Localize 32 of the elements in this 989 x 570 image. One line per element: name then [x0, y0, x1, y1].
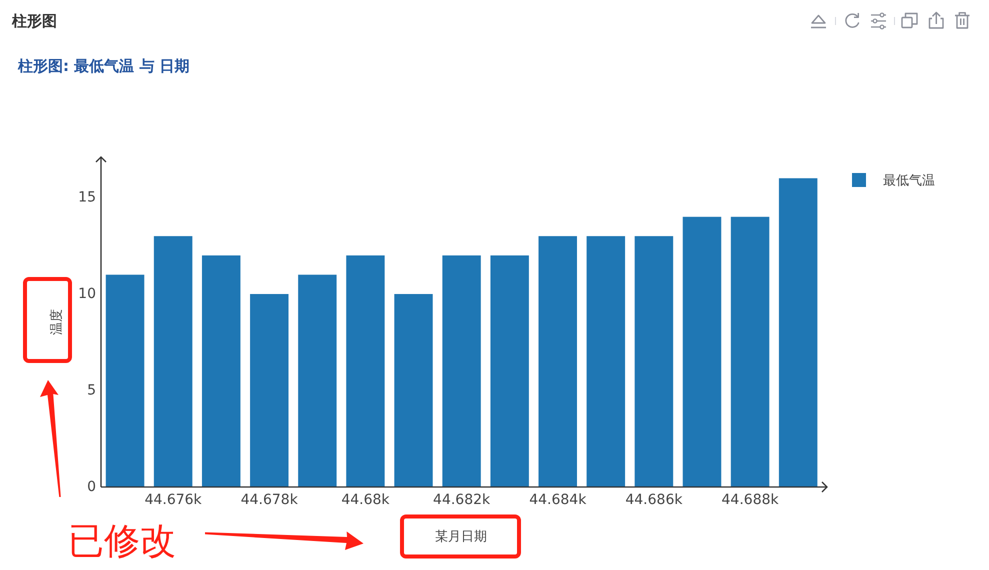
- bar: [106, 274, 144, 487]
- x-tick-label: 44.68k: [341, 492, 390, 508]
- y-tick-label: 0: [87, 479, 96, 495]
- text: 已修改: [68, 521, 176, 562]
- bar: [634, 236, 674, 487]
- chart-title: 柱形图: [11, 12, 57, 30]
- bar: [682, 216, 722, 487]
- bar: [250, 294, 289, 487]
- bar: [442, 255, 481, 487]
- bar: [586, 236, 626, 487]
- bar: [202, 255, 240, 487]
- bar: [154, 236, 192, 487]
- x-axis-title: 某月日期: [435, 530, 487, 544]
- y-axis-title: 温度: [48, 309, 64, 335]
- y-tick-label: 10: [78, 286, 96, 302]
- x-tick-label: 44.688k: [722, 492, 780, 508]
- x-tick-label: 44.684k: [529, 492, 588, 508]
- bar: [538, 236, 577, 487]
- bar: [778, 178, 818, 487]
- x-tick-label: 44.686k: [625, 492, 684, 508]
- bar: [346, 255, 385, 487]
- y-tick-label: 15: [78, 190, 96, 206]
- bar: [490, 255, 529, 487]
- bar: [394, 294, 433, 487]
- legend-label: 最低气温: [883, 174, 935, 188]
- chart-subtitle: 柱形图: 最低气温 与 日期: [17, 57, 190, 75]
- x-tick-label: 44.676k: [144, 492, 203, 508]
- x-tick-label: 44.682k: [433, 492, 492, 508]
- bar: [730, 216, 770, 487]
- bar: [298, 274, 337, 487]
- y-tick-label: 5: [87, 382, 96, 399]
- x-tick-label: 44.678k: [240, 492, 299, 508]
